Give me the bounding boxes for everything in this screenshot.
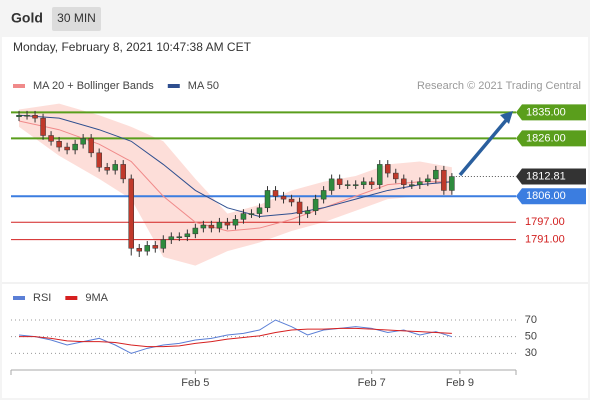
moving-average [18,120,452,232]
candle-body [425,178,431,183]
candle-body [264,190,271,209]
candle-body [152,245,159,249]
legend-swatch [65,296,78,300]
candle-body [352,184,359,186]
candle-body [312,198,319,211]
y-tick-label: 50 [525,331,537,343]
candle-body [417,181,423,185]
candle-body [288,198,295,203]
rsi-line [18,319,453,354]
candle-body [368,181,375,185]
legend-swatch [13,296,25,300]
candle-body [320,190,327,200]
candle-body [64,146,70,151]
level-label: 1791.00 [525,234,565,246]
candle-body [280,195,287,200]
candle-body [128,178,134,249]
candle-body [104,167,110,171]
legend-label: RSI [33,292,51,304]
candle-body [360,181,367,185]
candle-body [449,176,455,191]
level-box [516,188,586,205]
source: Research © 2021 Trading Central [417,80,581,92]
candle-body [240,213,247,220]
candle-body [192,227,199,235]
legend-label: 9MA [85,292,108,304]
level-label: 1806.00 [526,190,566,202]
candle-body [24,114,30,117]
candle-body [88,138,94,154]
level-label: 1797.00 [525,216,565,228]
level-label: 1826.00 [526,132,566,144]
rsi-line [19,327,452,348]
candle-body [216,222,223,229]
candle-body [184,233,191,237]
candle-body [328,178,335,191]
candle-body [433,169,439,180]
candle-body [376,164,383,185]
candle-body [272,190,279,197]
level-label: 1835.00 [526,106,566,118]
candle-body [336,178,343,185]
legend-label: MA 20 + Bollinger Bands [33,80,154,92]
candle-body [200,224,207,229]
y-tick-label: 30 [525,347,537,359]
candle-body [344,184,351,186]
candle-body [176,236,183,238]
candle-body [32,114,38,119]
arrow-head [500,111,513,124]
candle-body [296,201,303,214]
candle-body [80,138,86,145]
candle-body [96,152,102,168]
candle-body [16,114,22,117]
candle-body [409,184,415,186]
candle-body [256,207,263,214]
interval: 30 MIN [57,11,96,25]
candle-body [160,239,167,249]
title: Gold [11,10,43,26]
level-box [516,168,586,185]
candle-body [120,164,126,180]
x-tick-label: Feb 5 [181,377,209,389]
candle-body [441,169,447,191]
candle-body [72,143,78,151]
candle-body [136,248,143,252]
interval-box [52,7,101,31]
candle-body [208,224,215,229]
candle-body [56,141,62,148]
arrow [458,116,510,177]
level-box [516,104,586,121]
legend-swatch [167,84,180,88]
candle-body [144,245,151,252]
candle-body [248,213,255,215]
y-tick-label: 70 [525,314,537,326]
candle-body [168,236,175,240]
candle-body [304,210,311,214]
candle-body [48,135,54,142]
candle-body [40,117,46,136]
bollinger-band [19,103,452,266]
candle-body [232,219,239,226]
candle-body [112,164,118,171]
legend-label: MA 50 [188,80,219,92]
x-tick-label: Feb 7 [358,377,386,389]
candle-body [224,222,231,226]
candle-body [384,164,391,174]
date: Monday, February 8, 2021 10:47:38 AM CET [13,40,252,54]
level-label: 1812.81 [526,170,566,182]
legend-swatch [13,84,25,88]
candle-body [393,172,399,180]
x-tick-label: Feb 9 [446,377,474,389]
plot: MA 20 + Bollinger Bands MA 50 Research © 2… [10,80,586,389]
level-box [516,130,586,147]
candle-body [401,178,407,185]
